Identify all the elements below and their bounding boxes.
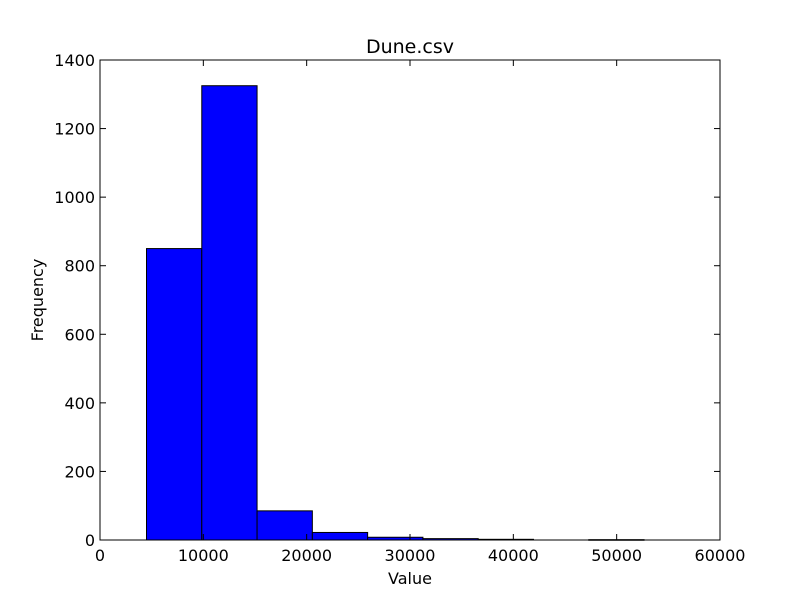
histogram-bar-2	[201, 85, 258, 541]
y-tick-label: 600	[64, 325, 95, 344]
y-tick-label: 200	[64, 462, 95, 481]
chart-title: Dune.csv	[366, 36, 454, 58]
x-tick-label: 60000	[695, 546, 746, 565]
y-tick-label: 1400	[54, 51, 95, 70]
ticks-layer	[99, 59, 721, 541]
y-tick-label: 1000	[54, 188, 95, 207]
y-axis-title: Frequency	[28, 259, 47, 342]
bars-layer	[146, 85, 645, 541]
x-tick-label: 30000	[385, 546, 436, 565]
tick-labels-layer: 0 10000 20000 30000 40000 50000 60000 0 200 400 60…	[54, 51, 745, 565]
histogram-bar-4	[311, 531, 369, 541]
histogram-bar-3	[256, 510, 313, 541]
histogram-bar-1	[146, 248, 203, 541]
y-tick-label: 0	[85, 531, 95, 550]
x-tick-label: 10000	[178, 546, 229, 565]
x-axis-title: Value	[388, 569, 432, 588]
y-tick-label: 400	[64, 394, 95, 413]
x-tick-label: 50000	[591, 546, 642, 565]
y-tick-label: 1200	[54, 120, 95, 139]
x-tick-label: 0	[95, 546, 105, 565]
y-tick-label: 800	[64, 257, 95, 276]
x-tick-label: 20000	[281, 546, 332, 565]
x-tick-label: 40000	[488, 546, 539, 565]
